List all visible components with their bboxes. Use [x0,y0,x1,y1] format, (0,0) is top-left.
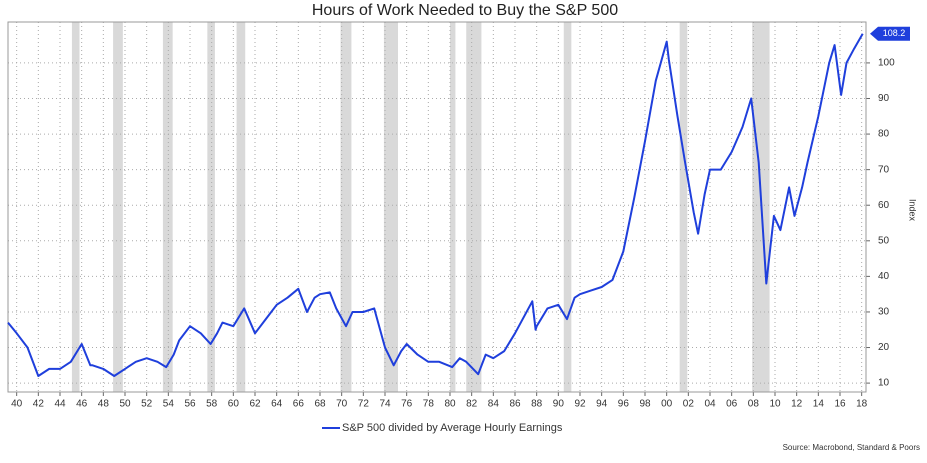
y-tick-label: 80 [878,129,890,140]
x-tick-label: 08 [748,399,760,410]
x-tick-label: 98 [639,399,651,410]
y-tick-label: 20 [878,342,890,353]
shaded-period [450,22,456,392]
x-tick-label: 48 [98,399,110,410]
x-tick-label: 78 [423,399,435,410]
shaded-period [563,22,572,392]
shaded-period [383,22,398,392]
shaded-period [236,22,246,392]
x-tick-label: 42 [33,399,45,410]
shaded-period [466,22,482,392]
x-tick-label: 64 [271,399,283,410]
shaded-period [207,22,215,392]
shaded-period [71,22,80,392]
x-tick-label: 54 [163,399,175,410]
x-tick-label: 46 [76,399,88,410]
x-tick-label: 62 [249,399,261,410]
x-tick-label: 70 [336,399,348,410]
x-tick-label: 40 [11,399,23,410]
x-tick-label: 44 [54,399,66,410]
legend-label: S&P 500 divided by Average Hourly Earnin… [342,422,563,434]
x-tick-label: 90 [553,399,565,410]
y-tick-label: 10 [878,378,890,389]
y-tick-label: 50 [878,235,890,246]
x-tick-label: 74 [379,399,391,410]
x-tick-label: 12 [791,399,803,410]
y-tick-label: 40 [878,271,890,282]
x-tick-label: 96 [618,399,630,410]
y-tick-label: 70 [878,164,890,175]
shaded-period [162,22,173,392]
x-tick-label: 88 [531,399,543,410]
x-tick-label: 76 [401,399,413,410]
last-value-label: 108.2 [883,28,906,38]
x-tick-label: 14 [813,399,825,410]
x-tick-label: 86 [509,399,521,410]
x-tick-label: 16 [834,399,846,410]
x-tick-label: 02 [683,399,695,410]
x-tick-label: 50 [119,399,131,410]
x-tick-label: 94 [596,399,608,410]
x-tick-label: 66 [293,399,305,410]
x-tick-label: 92 [574,399,586,410]
x-tick-label: 06 [726,399,738,410]
x-tick-label: 56 [184,399,196,410]
y-axis-label: Index [908,199,918,222]
x-tick-label: 04 [704,399,716,410]
x-tick-label: 10 [769,399,781,410]
x-tick-label: 68 [314,399,326,410]
x-tick-label: 58 [206,399,218,410]
shaded-period [113,22,123,392]
x-tick-label: 80 [444,399,456,410]
x-tick-label: 60 [228,399,240,410]
shaded-period [340,22,352,392]
x-tick-label: 00 [661,399,673,410]
data-line [7,33,864,377]
x-tick-label: 84 [488,399,500,410]
y-tick-label: 60 [878,200,890,211]
last-value-tag [870,26,910,41]
y-tick-label: 100 [878,58,895,69]
plot-frame [7,21,867,393]
x-tick-label: 18 [856,399,868,410]
y-tick-label: 30 [878,307,890,318]
x-tick-label: 72 [358,399,370,410]
x-tick-label: 52 [141,399,153,410]
chart-title: Hours of Work Needed to Buy the S&P 500 [312,2,618,19]
x-tick-label: 82 [466,399,478,410]
shaded-period [679,22,688,392]
source-note: Source: Macrobond, Standard & Poors [783,443,920,452]
y-tick-label: 90 [878,93,890,104]
